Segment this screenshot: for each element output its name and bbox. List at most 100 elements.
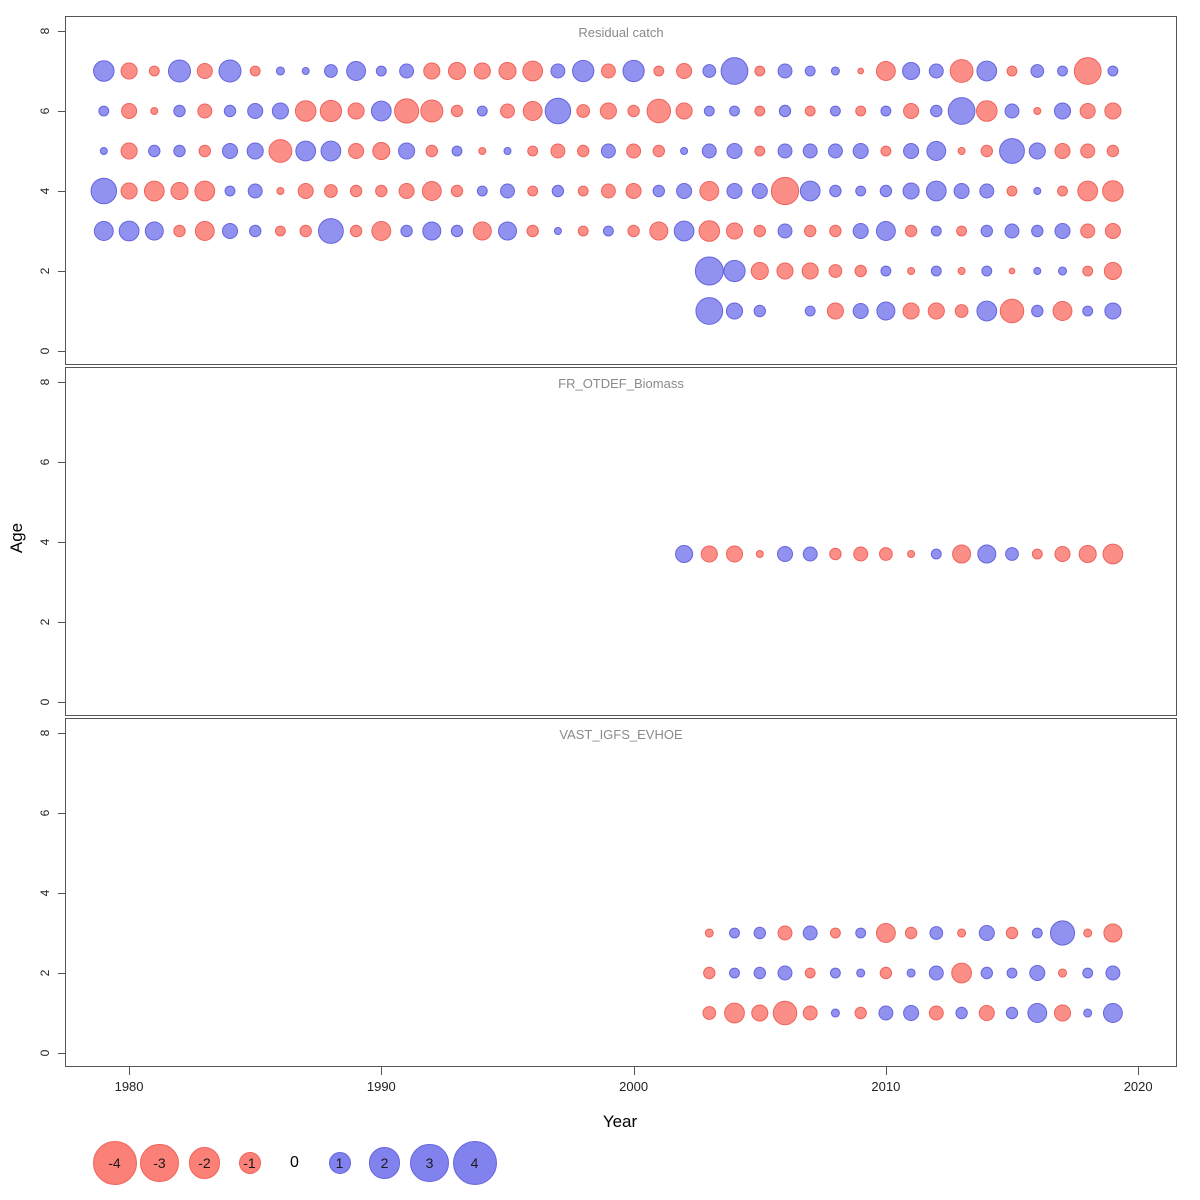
bubble	[854, 264, 867, 278]
bubble	[802, 1005, 818, 1021]
bubble	[1004, 103, 1020, 119]
bubble	[930, 225, 942, 237]
bubble	[802, 143, 818, 159]
bubble	[702, 1006, 717, 1020]
bubble	[753, 966, 766, 980]
bubble	[1033, 107, 1042, 115]
y-tick-label: 6	[38, 458, 52, 466]
bubble	[148, 65, 160, 77]
legend-circle-negative: -3	[140, 1143, 179, 1183]
bubble	[952, 544, 972, 564]
bubble	[947, 97, 976, 125]
y-tick-mark	[58, 542, 66, 543]
bubble	[827, 143, 843, 159]
bubble	[700, 545, 718, 563]
bubble	[600, 143, 616, 159]
bubble	[194, 221, 215, 241]
bubble	[1057, 65, 1068, 77]
bubble	[346, 61, 367, 81]
bubble	[680, 147, 689, 155]
bubble	[320, 140, 342, 162]
bubble	[852, 142, 869, 160]
y-tick-mark	[58, 462, 66, 463]
bubble	[422, 221, 442, 241]
bubble	[698, 220, 721, 242]
bubble	[776, 262, 794, 280]
bubble	[930, 104, 943, 118]
bubble	[349, 184, 363, 198]
bubble	[319, 99, 343, 123]
bubble	[875, 221, 896, 241]
bubble	[928, 63, 944, 79]
bubble	[1033, 267, 1042, 275]
bubble	[1005, 1006, 1019, 1020]
bubble	[600, 63, 616, 79]
bubble	[902, 182, 920, 200]
bubble	[755, 550, 764, 558]
bubble	[294, 100, 317, 122]
bubble	[572, 59, 595, 83]
bubble	[777, 925, 793, 941]
bubble	[804, 305, 816, 317]
bubble	[925, 180, 947, 202]
bubble	[173, 144, 186, 158]
bubble	[148, 144, 161, 158]
bubble	[93, 221, 114, 241]
bubble	[653, 65, 665, 77]
bubble	[1005, 547, 1019, 561]
bubble	[978, 1004, 995, 1022]
y-tick-label: 8	[38, 378, 52, 386]
y-tick-mark	[58, 351, 66, 352]
bubble	[247, 102, 264, 120]
legend-item: -2	[182, 1134, 227, 1192]
bubble	[830, 66, 840, 76]
bubble	[957, 928, 967, 938]
bubble	[90, 177, 118, 205]
bubble	[829, 105, 841, 117]
bubble	[649, 221, 669, 241]
bubble	[425, 144, 438, 158]
bubble	[118, 220, 140, 242]
bubble	[999, 138, 1025, 164]
bubble	[1083, 928, 1093, 938]
bubble	[1054, 545, 1071, 563]
bubble	[498, 221, 517, 241]
bubble	[956, 225, 968, 237]
bubble	[879, 184, 893, 198]
bubble	[297, 182, 314, 200]
bubble	[221, 142, 239, 160]
bubble	[1049, 920, 1076, 946]
bubble	[855, 105, 867, 117]
bubble	[720, 57, 749, 85]
bubble	[421, 181, 442, 201]
legend-circle-positive: 2	[368, 1147, 401, 1179]
bubble	[1031, 304, 1044, 318]
bubble	[196, 62, 213, 80]
bubble	[317, 218, 344, 244]
bubble	[676, 62, 693, 80]
bubble	[1080, 143, 1096, 159]
bubble	[729, 927, 740, 939]
bubble	[522, 60, 544, 82]
bubble	[880, 145, 892, 157]
bubble	[276, 187, 285, 195]
bubble	[829, 547, 842, 561]
legend-zero-label: 0	[290, 1154, 299, 1171]
bubble	[801, 262, 819, 280]
bubble	[929, 926, 944, 940]
y-tick-label: 2	[38, 267, 52, 275]
bubble	[170, 181, 189, 201]
bubble	[725, 302, 744, 320]
bubble	[627, 224, 640, 238]
bubble	[447, 61, 467, 81]
bubble	[398, 142, 416, 160]
bubble	[1005, 926, 1019, 940]
bubble	[93, 60, 115, 82]
bubble	[703, 966, 716, 980]
bubble	[120, 182, 138, 200]
bubble	[652, 144, 665, 158]
bubble	[249, 224, 262, 238]
bubble	[600, 183, 616, 199]
bubble	[772, 1000, 798, 1026]
y-tick-mark	[58, 973, 66, 974]
